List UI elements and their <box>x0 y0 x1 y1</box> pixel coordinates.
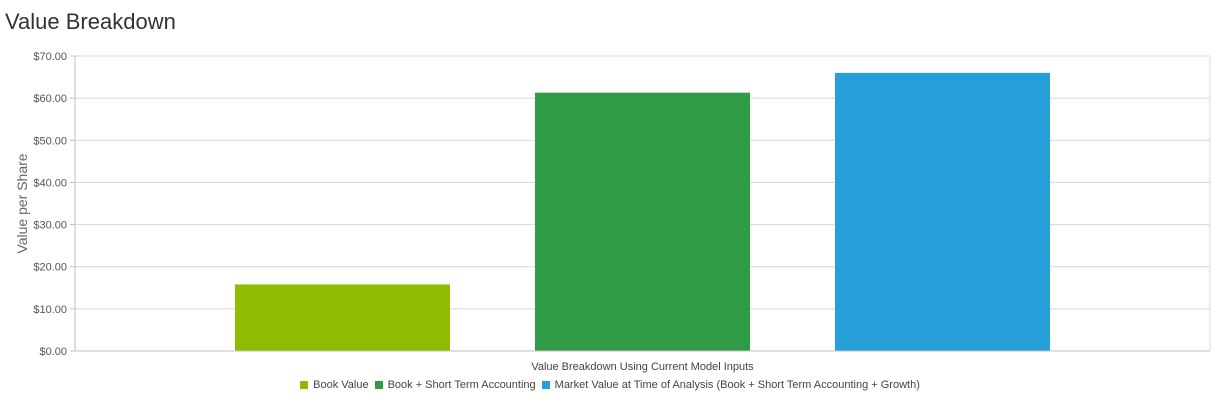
y-tick-label: $70.00 <box>33 51 67 63</box>
y-tick-label: $60.00 <box>33 93 67 105</box>
y-tick-label: $10.00 <box>33 304 67 316</box>
legend-swatch <box>374 381 383 389</box>
axis-labels: $0.00 $10.00 $20.00 $30.00 $40.00 $50.00 $60.0… <box>14 51 754 373</box>
legend-item[interactable]: Book Value <box>300 379 369 391</box>
y-tick-label: $40.00 <box>33 177 67 189</box>
y-axis-title: Value per Share <box>14 153 30 253</box>
y-tick-label: $30.00 <box>33 220 67 232</box>
bars <box>235 72 1050 352</box>
legend-label: Book + Short Term Accounting <box>387 379 536 391</box>
bar-market-value-at-time-of-analysis-book-short-term-accounting-growth[interactable] <box>835 72 1050 351</box>
legend-swatch <box>541 381 550 389</box>
page-title: Value Breakdown <box>5 9 176 34</box>
x-category-label: Value Breakdown Using Current Model Inpu… <box>531 361 754 373</box>
legend: Book Value Book + Short Term Accounting Ma… <box>0 379 1220 392</box>
bar-book-value[interactable] <box>235 284 450 351</box>
legend-swatch <box>300 381 309 389</box>
legend-label: Book Value <box>313 379 369 391</box>
bar-book-short-term-accounting[interactable] <box>535 92 750 352</box>
legend-item[interactable]: Market Value at Time of Analysis (Book +… <box>541 379 920 391</box>
y-tick-label: $50.00 <box>33 135 67 147</box>
value-breakdown-chart: $0.00 $10.00 $20.00 $30.00 $40.00 $50.00 $60.0… <box>14 51 1211 373</box>
legend-label: Market Value at Time of Analysis (Book +… <box>554 379 920 391</box>
axes <box>70 55 1211 352</box>
y-tick-label: $0.00 <box>39 346 67 358</box>
legend-item[interactable]: Book + Short Term Accounting <box>374 379 536 391</box>
y-tick-label: $20.00 <box>33 262 67 274</box>
